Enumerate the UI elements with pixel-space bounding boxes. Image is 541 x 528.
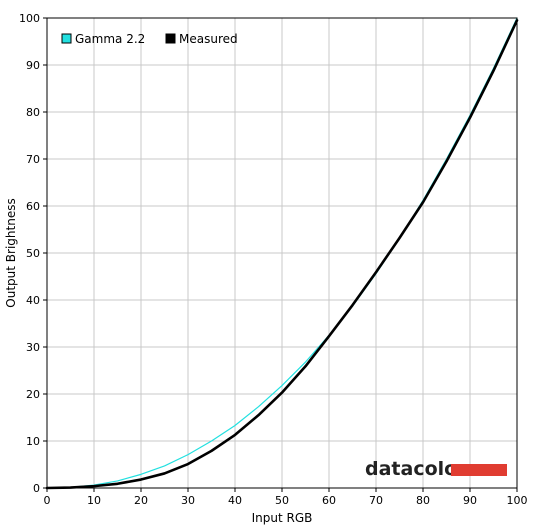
y-tick-label: 50 (26, 247, 40, 260)
datacolor-logo: datacolor (365, 458, 507, 480)
y-tick-label: 80 (26, 106, 40, 119)
y-tick-label: 60 (26, 200, 40, 213)
x-tick-label: 60 (322, 494, 336, 507)
y-tick-label: 10 (26, 435, 40, 448)
x-tick-label: 0 (44, 494, 51, 507)
x-tick-label: 70 (369, 494, 383, 507)
datacolor-logo-text: datacolor (365, 458, 467, 480)
x-tick-label: 10 (87, 494, 101, 507)
x-tick-label: 30 (181, 494, 195, 507)
y-tick-label: 90 (26, 59, 40, 72)
x-tick-label: 100 (507, 494, 528, 507)
x-tick-label: 80 (416, 494, 430, 507)
y-tick-label: 30 (26, 341, 40, 354)
y-tick-label: 20 (26, 388, 40, 401)
x-tick-label: 50 (275, 494, 289, 507)
y-tick-label: 100 (19, 12, 40, 25)
legend-label-measured: Measured (179, 32, 238, 46)
series-lines (45, 17, 519, 490)
series-line-measured (45, 19, 519, 490)
legend-swatch-gamma (61, 33, 72, 44)
x-tick-label: 90 (463, 494, 477, 507)
legend: Gamma 2.2 Measured (61, 32, 238, 46)
x-tick-label: 20 (134, 494, 148, 507)
x-axis-title: Input RGB (252, 511, 313, 525)
axis-ticks: 0 10 20 30 40 50 60 70 80 90 100 0 10 20 30 40 50 60 70 80 9… (19, 12, 528, 507)
legend-label-gamma: Gamma 2.2 (75, 32, 145, 46)
x-tick-label: 40 (228, 494, 242, 507)
datacolor-logo-bar (451, 464, 507, 476)
y-tick-label: 40 (26, 294, 40, 307)
y-axis-title: Output Brightness (4, 198, 18, 307)
y-tick-label: 0 (33, 482, 40, 495)
legend-swatch-measured (165, 33, 176, 44)
y-tick-label: 70 (26, 153, 40, 166)
